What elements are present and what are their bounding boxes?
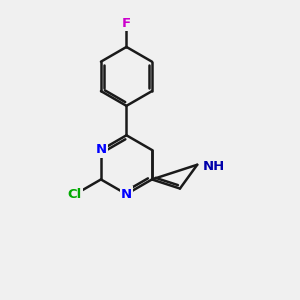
Text: NH: NH bbox=[202, 160, 225, 173]
Text: F: F bbox=[122, 17, 131, 30]
Text: Cl: Cl bbox=[67, 188, 81, 201]
Text: N: N bbox=[95, 143, 106, 157]
Text: N: N bbox=[121, 188, 132, 201]
